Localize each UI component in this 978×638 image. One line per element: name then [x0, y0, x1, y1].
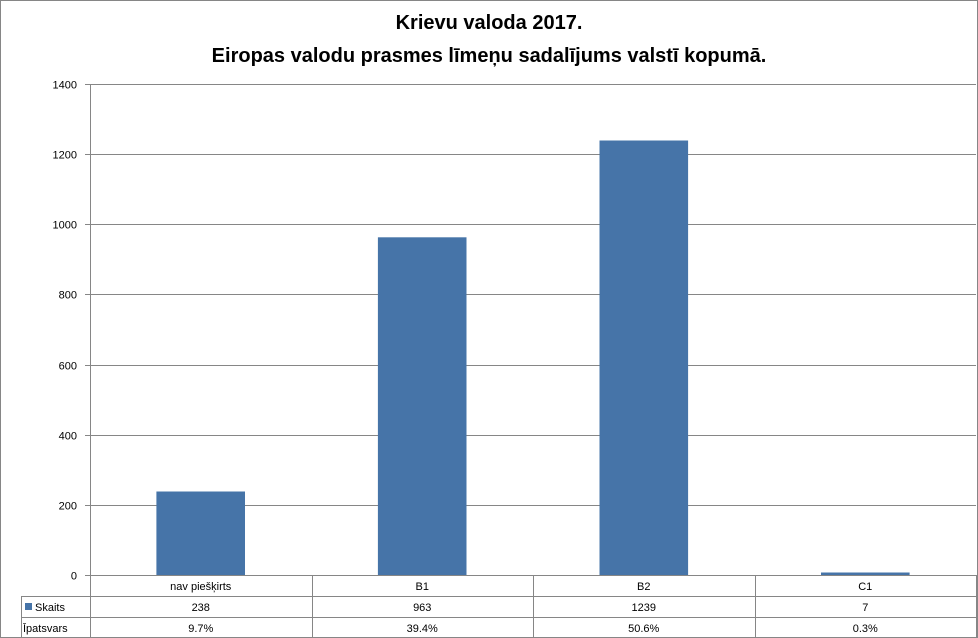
y-tick-label: 1200	[53, 150, 77, 162]
table-cell: 238	[192, 602, 210, 614]
y-tick-label: 800	[59, 290, 77, 302]
chart-title: Krievu valoda 2017.	[395, 12, 583, 34]
x-category-label: C1	[858, 581, 872, 593]
table-cell: 39.4%	[407, 623, 438, 635]
table-row-label: Skaits	[35, 602, 65, 614]
legend-key	[25, 603, 32, 610]
y-tick-label: 400	[59, 431, 77, 443]
table-cell: 0.3%	[853, 623, 878, 635]
y-tick-label: 1400	[53, 80, 77, 92]
chart-subtitle: Eiropas valodu prasmes līmeņu sadalījums…	[211, 45, 767, 67]
bar	[377, 237, 467, 576]
bar	[821, 572, 910, 575]
bar	[156, 491, 245, 575]
y-tick-label: 0	[71, 571, 77, 583]
y-tick-label: 200	[59, 501, 77, 513]
x-category-label: nav piešķirts	[170, 581, 232, 593]
table-cell: 9.7%	[188, 623, 213, 635]
table-row-label: Īpatsvars	[23, 623, 68, 635]
table-cell: 963	[413, 602, 431, 614]
table-cell: 7	[862, 602, 868, 614]
y-tick-label: 600	[59, 361, 77, 373]
x-category-label: B2	[637, 581, 650, 593]
table-cell: 1239	[632, 602, 656, 614]
y-tick-label: 1000	[53, 220, 77, 232]
bar	[599, 140, 689, 575]
table-cell: 50.6%	[628, 623, 659, 635]
x-category-label: B1	[416, 581, 429, 593]
